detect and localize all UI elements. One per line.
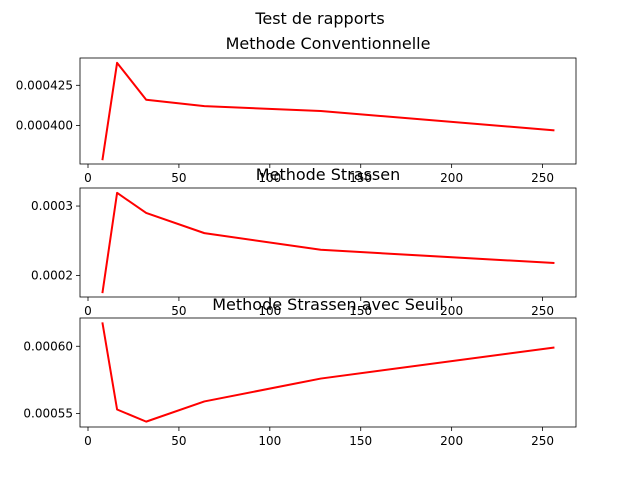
series-line-strassen-threshold [101, 322, 555, 423]
x-tick-label: 50 [171, 434, 186, 448]
series-line-conventional [101, 61, 555, 161]
y-tick-label: 0.000400 [16, 118, 73, 132]
x-tick-label: 0 [84, 171, 92, 185]
x-tick-label: 250 [531, 304, 554, 318]
axes-conventional: 0 50 100 150 200 250 0.000400 0.000425 Methode C… [16, 34, 577, 185]
x-tick-label: 250 [531, 171, 554, 185]
x-tick-label: 150 [349, 304, 372, 318]
axes-title-strassen: Methode Strassen [256, 165, 400, 184]
series-line-strassen [101, 191, 555, 294]
x-tick-label: 100 [258, 434, 281, 448]
y-tick-label: 0.000425 [16, 78, 73, 92]
axes-title-strassen-threshold: Methode Strassen avec Seuil [212, 295, 444, 314]
x-tick-label: 50 [171, 304, 186, 318]
x-tick-label: 200 [440, 171, 463, 185]
x-tick-label: 100 [258, 304, 281, 318]
y-tick-label: 0.0002 [31, 268, 73, 282]
y-tick-label: 0.00055 [23, 407, 73, 421]
figure-suptitle: Test de rapports [254, 9, 384, 28]
x-tick-label: 200 [440, 434, 463, 448]
x-tick-label: 0 [84, 434, 92, 448]
x-tick-label: 50 [171, 171, 186, 185]
plot-area-strassen-threshold [79, 317, 577, 428]
axes-strassen: 0 50 100 150 200 250 0.0002 0.0003 Methode Stras… [31, 165, 577, 318]
x-tick-label: 0 [84, 304, 92, 318]
y-tick-label: 0.0003 [31, 199, 73, 213]
axes-strassen-threshold: 0 50 100 150 200 250 0.00055 0.00060 Methode Str… [23, 295, 577, 448]
x-tick-label: 100 [258, 171, 281, 185]
axes-title-conventional: Methode Conventionnelle [226, 34, 431, 53]
y-tick-label: 0.00060 [23, 339, 73, 353]
plot-area-strassen [79, 187, 577, 298]
x-tick-label: 200 [440, 304, 463, 318]
x-tick-label: 150 [349, 434, 372, 448]
x-tick-label: 250 [531, 434, 554, 448]
x-tick-label: 150 [349, 171, 372, 185]
